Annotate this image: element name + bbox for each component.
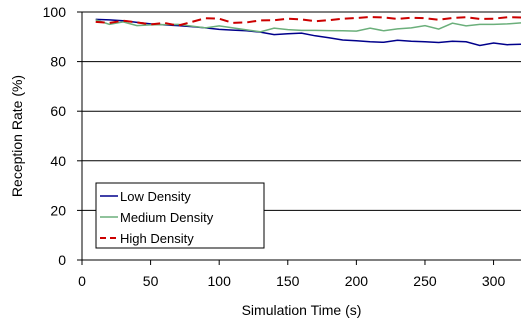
x-axis-title: Simulation Time (s) — [242, 302, 362, 318]
x-tick-label: 200 — [345, 273, 369, 289]
x-tick-label: 300 — [482, 273, 506, 289]
tick-labels: 0 20 40 60 80 100 0 50 100 150 200 250 300 — [43, 4, 506, 289]
legend: Low Density Medium Density High Density — [95, 182, 265, 249]
legend-label: Low Density — [120, 189, 191, 204]
series-line-high-density — [95, 15, 522, 27]
legend-label: Medium Density — [120, 210, 214, 225]
y-tick-label: 0 — [58, 252, 66, 268]
legend-box — [95, 182, 265, 249]
x-tick-label: 50 — [143, 273, 159, 289]
y-tick-label: 80 — [50, 54, 66, 70]
y-axis-title: Reception Rate (%) — [9, 75, 25, 197]
y-tick-label: 100 — [43, 4, 67, 20]
series-layer — [95, 15, 522, 47]
x-tick-label: 250 — [413, 273, 437, 289]
y-tick-label: 20 — [50, 202, 66, 218]
gridlines — [82, 11, 521, 211]
series-line-medium-density — [95, 19, 522, 33]
axes — [77, 11, 521, 265]
x-tick-label: 100 — [208, 273, 232, 289]
y-tick-label: 40 — [50, 153, 66, 169]
x-tick-label: 0 — [78, 273, 86, 289]
y-tick-label: 60 — [50, 103, 66, 119]
x-tick-label: 150 — [276, 273, 300, 289]
legend-label: High Density — [120, 231, 194, 246]
